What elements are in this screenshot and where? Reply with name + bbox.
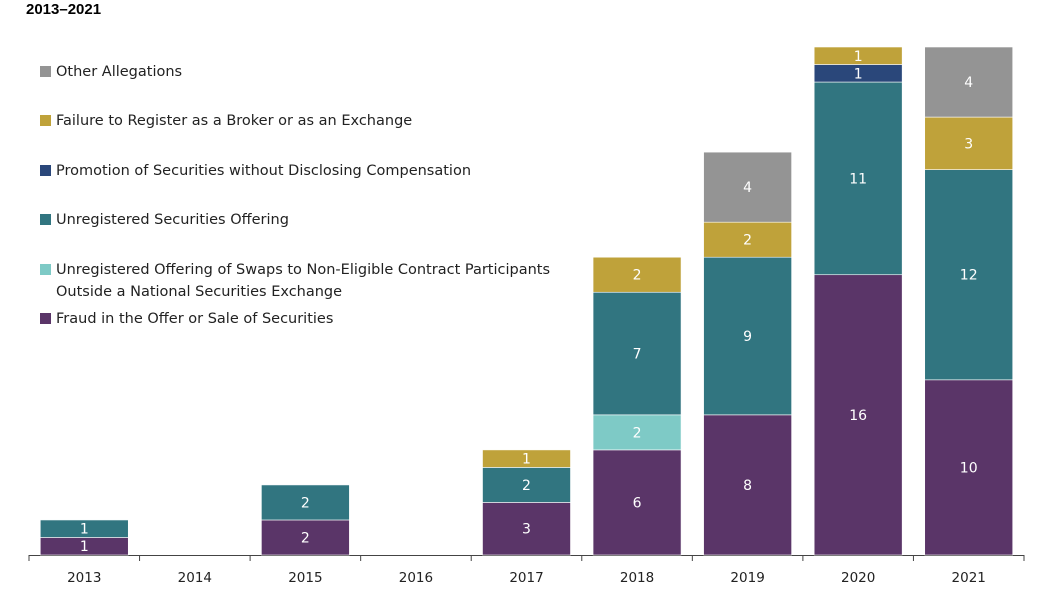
bar-segment <box>261 484 350 521</box>
legend-swatch <box>40 115 51 126</box>
data-label: 4 <box>964 75 973 91</box>
data-label: 2 <box>522 478 531 494</box>
data-label: 7 <box>633 347 642 363</box>
bar-segment <box>482 449 571 468</box>
x-tick-label: 2021 <box>952 570 986 586</box>
data-label: 12 <box>960 268 978 284</box>
bar-segment <box>703 414 792 556</box>
x-tick-label: 2016 <box>399 570 433 586</box>
bar-segment <box>813 274 903 556</box>
bar-segment <box>39 519 129 538</box>
legend-item: Failure to Register as a Broker or as an… <box>40 110 412 132</box>
legend-label: Unregistered Offering of Swaps to Non-El… <box>56 262 551 300</box>
bar-segment <box>482 502 571 556</box>
data-label: 8 <box>743 478 752 494</box>
legend-swatch <box>40 165 51 176</box>
data-label: 3 <box>964 136 973 152</box>
data-label: 9 <box>743 329 752 345</box>
legend-label: Unregistered Securities Offering <box>56 212 289 228</box>
x-tick-label: 2013 <box>67 570 101 586</box>
x-tick-label: 2018 <box>620 570 654 586</box>
data-label: 3 <box>522 522 531 538</box>
legend-label: Promotion of Securities without Disclosi… <box>56 163 472 179</box>
data-label: 10 <box>960 460 978 476</box>
data-label: 2 <box>301 495 310 511</box>
data-label: 16 <box>849 408 867 424</box>
bar-segment <box>482 467 571 503</box>
legend-item: Unregistered Offering of Swaps to Non-El… <box>40 259 550 303</box>
data-label: 1 <box>80 539 89 555</box>
data-label: 6 <box>633 495 642 511</box>
bar-segment <box>924 116 1014 170</box>
legend-item: Promotion of Securities without Disclosi… <box>40 160 471 182</box>
data-label: 1 <box>854 66 863 82</box>
data-label: 4 <box>743 180 752 196</box>
data-label: 11 <box>849 171 867 187</box>
bar-segment <box>592 414 682 451</box>
bar-segment <box>924 169 1014 381</box>
bar-segment <box>924 46 1014 118</box>
bar-segment <box>813 81 903 276</box>
bar-segment <box>703 221 792 258</box>
x-tick-label: 2014 <box>178 570 212 586</box>
x-tick-label: 2017 <box>509 570 543 586</box>
bar-segment <box>592 291 682 416</box>
bar-segment <box>703 151 792 223</box>
x-tick-label: 2020 <box>841 570 875 586</box>
data-label: 2 <box>301 530 310 546</box>
bar-segment <box>592 449 682 556</box>
legend-label: Other Allegations <box>56 64 183 80</box>
bar-segment <box>261 519 350 556</box>
legend-swatch <box>40 313 51 324</box>
data-label: 1 <box>80 522 89 538</box>
legend-item: Other Allegations <box>40 61 182 83</box>
x-tick-label: 2019 <box>730 570 764 586</box>
legend-swatch <box>40 214 51 225</box>
legend-label: Failure to Register as a Broker or as an… <box>56 113 413 129</box>
bar-segment <box>813 46 903 65</box>
data-label: 2 <box>633 425 642 441</box>
data-label: 1 <box>522 452 531 468</box>
bar-segment <box>703 256 792 416</box>
data-label: 1 <box>854 49 863 65</box>
legend-swatch <box>40 264 51 275</box>
x-tick-label: 2015 <box>288 570 322 586</box>
legend-item: Unregistered Securities Offering <box>40 209 289 231</box>
data-label: 2 <box>743 233 752 249</box>
bar-segment <box>592 256 682 293</box>
chart-title: 2013–2021 <box>26 1 102 18</box>
bar-segment <box>924 379 1014 556</box>
legend-item: Fraud in the Offer or Sale of Securities <box>40 308 333 330</box>
legend-swatch <box>40 66 51 77</box>
data-label: 2 <box>633 268 642 284</box>
legend-label: Fraud in the Offer or Sale of Securities <box>56 311 334 327</box>
